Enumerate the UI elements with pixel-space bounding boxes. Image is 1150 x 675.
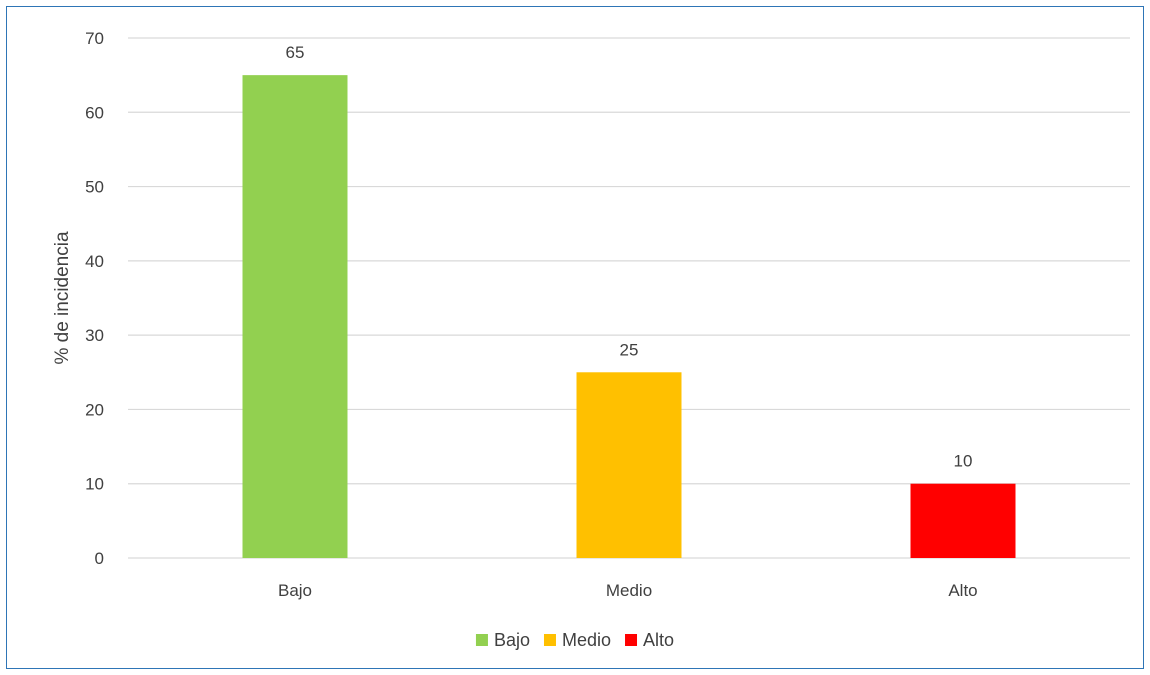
bar-alto <box>911 484 1016 558</box>
data-label: 65 <box>286 43 305 62</box>
legend-swatch <box>476 634 488 646</box>
legend-label: Alto <box>643 630 674 650</box>
y-tick-label: 0 <box>95 549 104 568</box>
y-axis-title: % de incidencia <box>52 231 73 365</box>
y-tick-label: 10 <box>85 475 104 494</box>
y-tick-label: 20 <box>85 400 104 419</box>
y-tick-label: 40 <box>85 252 104 271</box>
legend-label: Medio <box>562 630 611 650</box>
legend-label: Bajo <box>494 630 530 650</box>
y-tick-label: 70 <box>85 29 104 48</box>
legend-item-medio: Medio <box>544 630 611 650</box>
x-axis-ticks: Bajo Medio Alto <box>278 581 978 600</box>
x-tick-label: Alto <box>948 581 977 600</box>
legend-item-bajo: Bajo <box>476 630 530 650</box>
legend-swatch <box>544 634 556 646</box>
bar-bajo <box>243 75 348 558</box>
bars <box>243 75 1016 558</box>
data-label: 10 <box>954 452 973 471</box>
y-axis-ticks: 0 10 20 30 40 50 60 70 <box>85 29 104 568</box>
legend: Bajo Medio Alto <box>476 630 674 650</box>
y-tick-label: 60 <box>85 103 104 122</box>
y-tick-label: 30 <box>85 326 104 345</box>
legend-item-alto: Alto <box>625 630 674 650</box>
y-tick-label: 50 <box>85 178 104 197</box>
legend-swatch <box>625 634 637 646</box>
x-tick-label: Medio <box>606 581 652 600</box>
data-label: 25 <box>620 340 639 359</box>
x-tick-label: Bajo <box>278 581 312 600</box>
bar-medio <box>577 372 682 558</box>
